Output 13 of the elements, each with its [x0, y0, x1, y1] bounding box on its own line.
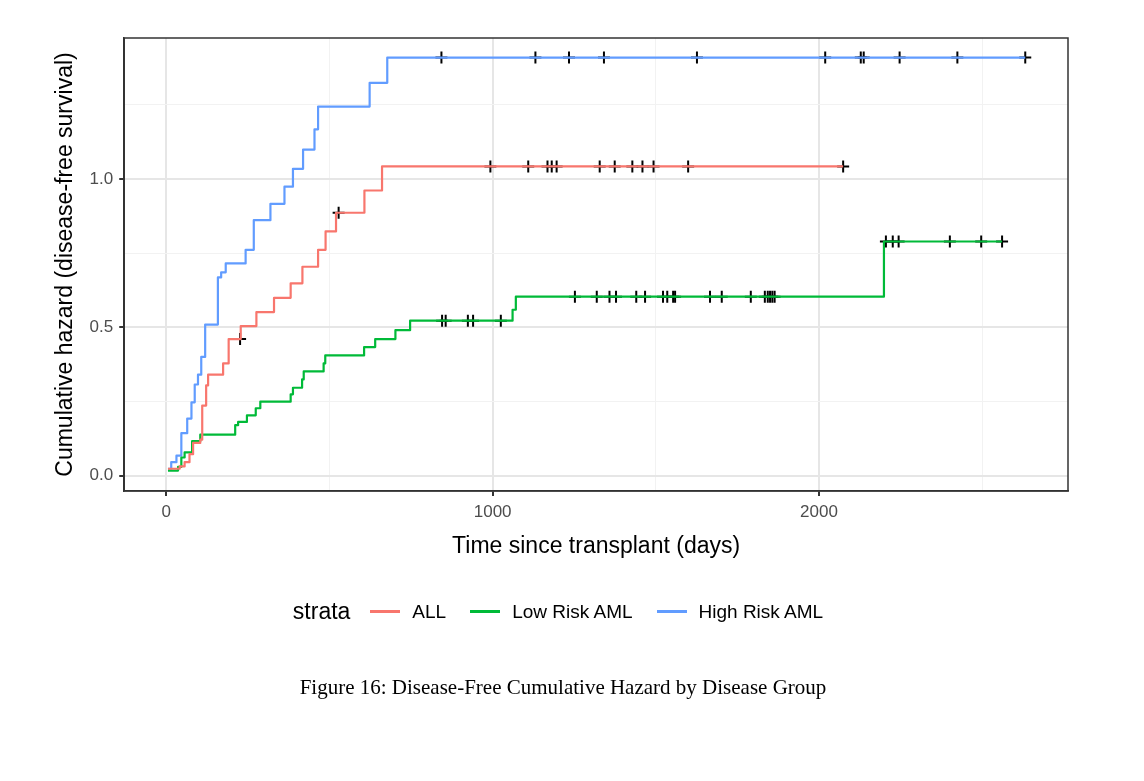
y-tick-label: 1.0 [89, 168, 114, 188]
y-tick-label: 0.0 [89, 465, 114, 485]
legend-label: ALL [412, 600, 447, 623]
caption: Figure 16: Disease-Free Cumulative Hazard by Disease Group [298, 675, 828, 700]
y-tick-label: 0.5 [89, 316, 114, 336]
x-tick-label: 0 [161, 501, 172, 521]
legend-title: strata [292, 598, 351, 625]
legend-label: Low Risk AML [512, 600, 633, 623]
y-axis-title: Cumulative hazard (disease-free survival) [51, 52, 78, 477]
x-tick-label: 2000 [800, 501, 838, 521]
x-axis-title: Time since transplant (days) [452, 531, 741, 558]
x-tick-label: 1000 [473, 501, 512, 521]
legend-label: High Risk AML [698, 600, 824, 623]
